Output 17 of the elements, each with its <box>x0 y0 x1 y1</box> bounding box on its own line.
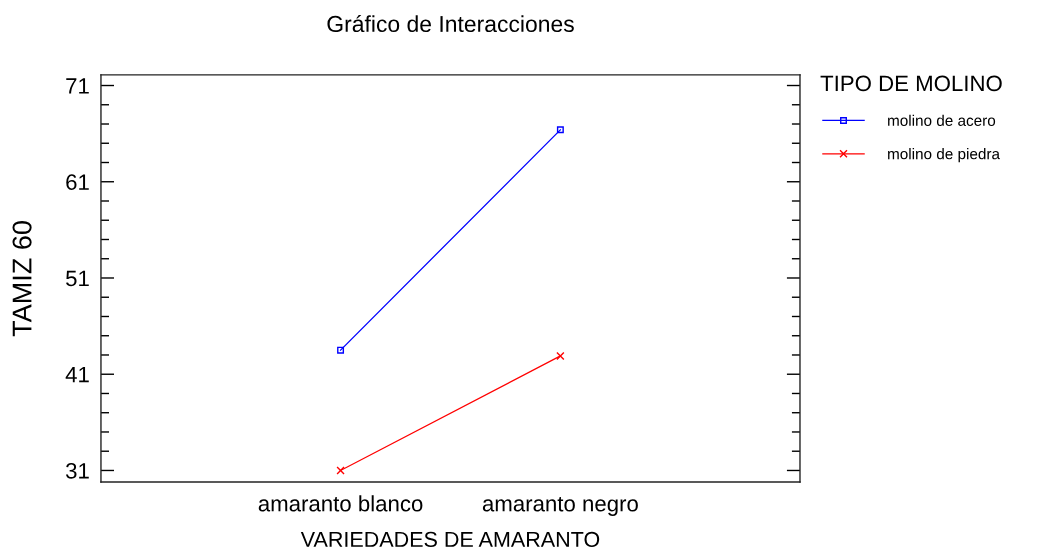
x-axis-title: VARIEDADES DE AMARANTO <box>300 531 600 548</box>
y-tick-label: 31 <box>65 463 89 479</box>
x-tick-label: amaranto blanco <box>258 495 423 512</box>
point <box>337 346 345 354</box>
point <box>336 466 345 475</box>
point <box>556 351 565 361</box>
x-tick-label: amaranto negro <box>482 496 638 516</box>
y-tick-label: 71 <box>66 78 89 94</box>
legend-label: molino de piedra <box>888 148 1000 163</box>
point <box>556 126 564 134</box>
y-axis-title: TAMIZ 60 <box>12 221 32 337</box>
legend-title: TIPO DE MOLINO <box>820 75 1002 92</box>
legend-label: molino de acero <box>888 114 996 126</box>
chart-title: Gráfico de Interacciones <box>327 14 574 33</box>
y-tick-label: 41 <box>65 366 89 383</box>
y-tick-label: 51 <box>66 270 89 287</box>
y-tick-label: 61 <box>66 174 89 191</box>
